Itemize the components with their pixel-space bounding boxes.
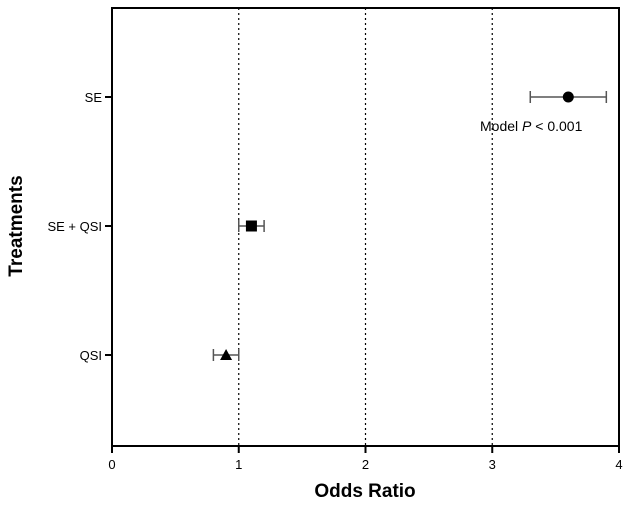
- y-tick-label: SE: [85, 90, 103, 105]
- x-tick-label: 0: [108, 457, 115, 472]
- y-axis-title: Treatments: [6, 175, 27, 276]
- x-axis-title: Odds Ratio: [314, 481, 415, 502]
- data-point-group: [529, 91, 608, 103]
- annotation-suffix: < 0.001: [535, 118, 582, 134]
- data-points: [212, 91, 608, 361]
- x-tick-label: 2: [362, 457, 369, 472]
- x-tick-label: 3: [489, 457, 496, 472]
- y-tick-label: SE + QSI: [47, 219, 102, 234]
- x-axis-ticks: 0 1 2 3 4: [108, 446, 623, 472]
- x-tick-label: 1: [235, 457, 242, 472]
- annotation-p-symbol: P: [522, 118, 532, 134]
- point-marker-square: [245, 220, 257, 232]
- x-tick-label: 4: [615, 457, 622, 472]
- y-axis-ticks: SE SE + QSI QSI: [47, 90, 112, 363]
- point-marker-triangle: [220, 349, 233, 360]
- reference-lines: [238, 8, 493, 446]
- data-point-group: [212, 349, 240, 361]
- y-tick-label: QSI: [80, 348, 102, 363]
- model-p-value-annotation: Model P < 0.001: [480, 118, 583, 134]
- annotation-prefix: Model: [480, 118, 522, 134]
- data-point-group: [238, 220, 265, 232]
- point-marker-circle: [562, 91, 574, 103]
